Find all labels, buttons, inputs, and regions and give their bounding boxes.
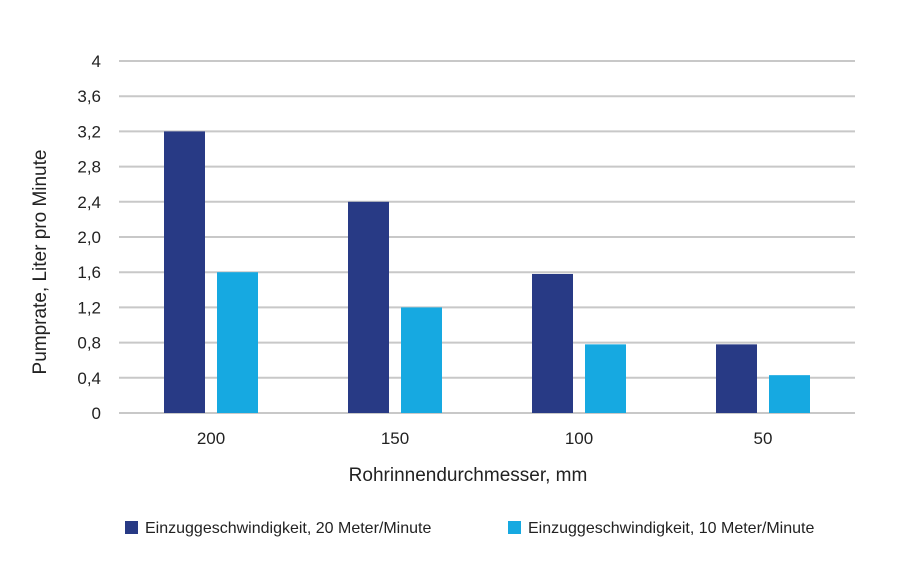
y-axis-title: Pumprate, Liter pro Minute [30, 150, 51, 375]
legend-swatch-series-2 [508, 521, 521, 534]
x-axis-ticks: 200 150 100 50 [197, 429, 773, 448]
y-tick-label: 0 [92, 404, 101, 423]
x-tick-label: 100 [565, 429, 593, 448]
bar-series-1-150 [348, 201, 389, 413]
bar-series-2-150 [401, 307, 442, 413]
x-tick-label: 50 [754, 429, 773, 448]
bar-series-1-50 [716, 344, 757, 413]
y-tick-label: 0,4 [77, 369, 101, 388]
x-axis-title: Rohrinnendurchmesser, mm [349, 465, 588, 486]
x-tick-label: 150 [381, 429, 409, 448]
bar-series-2-50 [769, 375, 810, 413]
x-tick-label: 200 [197, 429, 225, 448]
y-tick-label: 2,8 [77, 158, 101, 177]
y-tick-label: 3,2 [77, 122, 101, 141]
y-tick-label: 1,2 [77, 298, 101, 317]
y-tick-label: 4 [92, 52, 101, 71]
bars [164, 131, 810, 413]
y-tick-label: 3,6 [77, 87, 101, 106]
y-tick-label: 2,4 [77, 193, 101, 212]
y-tick-label: 0,8 [77, 334, 101, 353]
bar-series-1-100 [532, 273, 573, 413]
y-axis-ticks: 0 0,4 0,8 1,2 1,6 2,0 2,4 2,8 3,2 3,6 4 [77, 52, 101, 423]
legend-label-series-2: Einzuggeschwindigkeit, 10 Meter/Minute [528, 520, 814, 537]
y-tick-label: 1,6 [77, 263, 101, 282]
legend-swatch-series-1 [125, 521, 138, 534]
y-tick-label: 2,0 [77, 228, 101, 247]
bar-series-2-100 [585, 344, 626, 413]
legend-label-series-1: Einzuggeschwindigkeit, 20 Meter/Minute [145, 520, 431, 537]
bar-series-2-200 [217, 272, 258, 413]
bar-series-1-200 [164, 131, 205, 413]
legend: Einzuggeschwindigkeit, 20 Meter/Minute E… [125, 520, 814, 537]
